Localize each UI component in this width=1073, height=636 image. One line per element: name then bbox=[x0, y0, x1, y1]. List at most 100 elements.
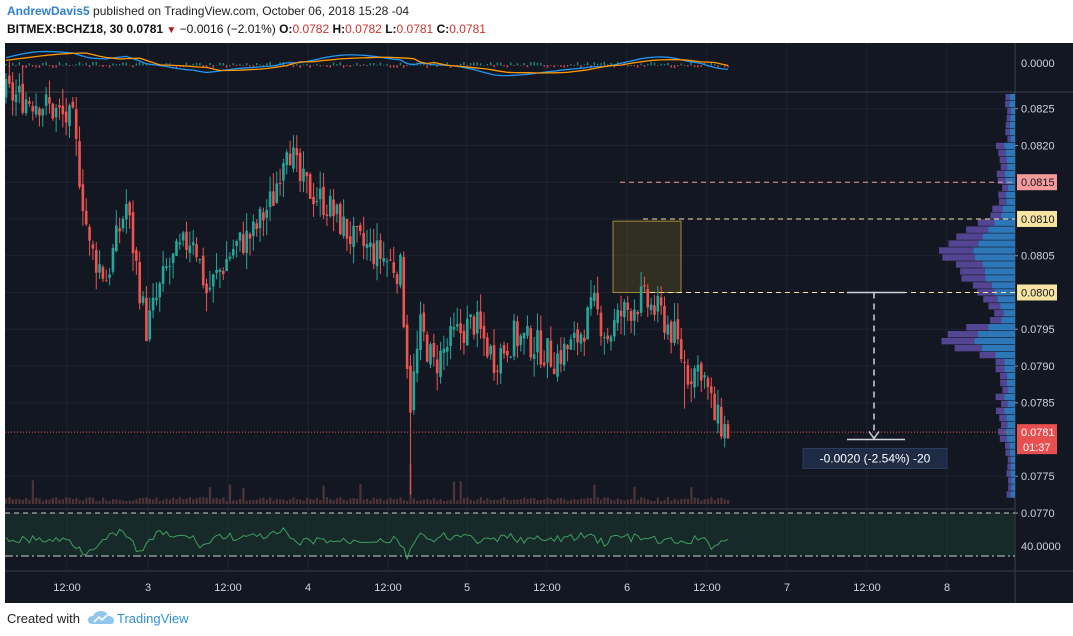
author-link[interactable]: AndrewDavis5 bbox=[7, 4, 90, 18]
candle-body bbox=[496, 370, 499, 372]
macd-histogram-bar bbox=[212, 65, 214, 68]
volume-bar bbox=[71, 499, 75, 504]
volume-bar bbox=[322, 485, 325, 504]
candle-body bbox=[235, 241, 238, 246]
candle-body bbox=[115, 225, 118, 252]
volume-bar bbox=[289, 499, 292, 504]
macd-histogram-bar bbox=[112, 63, 114, 66]
volume-bar bbox=[295, 499, 299, 504]
candle-body bbox=[499, 348, 503, 374]
volume-profile-bar-buy bbox=[1007, 163, 1015, 171]
countdown-label: 01:37 bbox=[1023, 442, 1051, 454]
macd-histogram-bar bbox=[128, 65, 131, 66]
volume-bar bbox=[392, 499, 395, 504]
volume-bar bbox=[566, 500, 569, 504]
volume-profile-bar-buy bbox=[1009, 121, 1015, 129]
volume-bar bbox=[666, 497, 670, 504]
candle-body bbox=[659, 297, 663, 306]
candle-body bbox=[318, 188, 322, 200]
candle-body bbox=[168, 266, 172, 268]
candle-body bbox=[486, 337, 489, 357]
macd-histogram-bar bbox=[352, 64, 355, 66]
volume-profile-bar-buy bbox=[1009, 449, 1015, 456]
macd-axis-label: 0.0000 bbox=[1021, 58, 1055, 70]
candle-body bbox=[599, 312, 603, 337]
candle-body bbox=[335, 204, 339, 214]
volume-bar bbox=[406, 500, 409, 504]
macd-histogram-bar bbox=[205, 65, 208, 68]
macd-histogram-bar bbox=[299, 65, 301, 68]
macd-histogram-bar bbox=[647, 63, 649, 66]
volume-bar bbox=[359, 484, 362, 504]
volume-profile-bar-sell bbox=[1005, 94, 1010, 101]
volume-bars bbox=[5, 464, 730, 504]
volume-profile-bar-buy bbox=[1004, 142, 1015, 150]
volume-bar bbox=[345, 500, 349, 504]
candle-body bbox=[11, 82, 14, 101]
candle-body bbox=[405, 324, 409, 369]
time-tick-label: 12:00 bbox=[853, 582, 881, 594]
candle-body bbox=[81, 184, 85, 211]
volume-bar bbox=[593, 484, 596, 504]
volume-bar bbox=[362, 499, 365, 504]
volume-bar bbox=[650, 500, 653, 504]
volume-profile-bar-buy bbox=[1009, 442, 1015, 449]
volume-bar bbox=[95, 500, 98, 504]
candle-body bbox=[58, 105, 61, 108]
macd-histogram-bar bbox=[349, 65, 351, 67]
volume-profile-bar-buy bbox=[1008, 386, 1015, 394]
volume-bar bbox=[549, 499, 553, 504]
macd-histogram-bar bbox=[105, 65, 107, 66]
candle-body bbox=[576, 329, 579, 343]
candle-body bbox=[151, 297, 155, 311]
volume-bar bbox=[138, 497, 141, 504]
macd-histogram-bar bbox=[586, 62, 589, 66]
candle-body bbox=[28, 101, 31, 104]
volume-profile-bar-buy bbox=[1006, 156, 1015, 164]
volume-profile-bar-sell bbox=[1006, 470, 1011, 477]
candle-body bbox=[94, 250, 98, 273]
macd-histogram-bar bbox=[296, 64, 298, 66]
candle-body bbox=[442, 348, 446, 353]
volume-bar bbox=[523, 497, 526, 504]
macd-histogram-bar bbox=[697, 65, 699, 68]
price-chart[interactable]: -0.0020 (-2.54%) -20 0.0825 0.0820 0.0815 0.… bbox=[5, 43, 1073, 603]
volume-profile-bar-buy bbox=[994, 219, 1015, 226]
candle-body bbox=[195, 244, 198, 258]
candle-body bbox=[41, 109, 45, 116]
volume-bar bbox=[676, 500, 680, 504]
volume-bar bbox=[610, 499, 613, 504]
volume-profile-bar-sell bbox=[961, 275, 986, 282]
time-tick-label: 3 bbox=[145, 582, 151, 594]
volume-profile-bar-sell bbox=[1002, 184, 1008, 191]
candle-body bbox=[315, 200, 319, 202]
volume-bar bbox=[312, 499, 315, 504]
volume-bar bbox=[302, 500, 305, 504]
tradingview-brand-link[interactable]: TradingView bbox=[117, 611, 189, 626]
volume-profile-bar-sell bbox=[954, 344, 982, 352]
macd-histogram-bar bbox=[192, 63, 194, 66]
macd-histogram-bar bbox=[476, 62, 479, 66]
candle-body bbox=[686, 365, 690, 385]
macd-histogram-bar bbox=[115, 64, 118, 66]
volume-bar bbox=[8, 497, 11, 504]
macd-histogram-bar bbox=[346, 65, 348, 67]
volume-bar bbox=[496, 499, 499, 504]
macd-histogram-bar bbox=[329, 65, 331, 68]
candle-body bbox=[218, 269, 222, 273]
volume-bar bbox=[366, 498, 369, 504]
volume-bar bbox=[28, 499, 31, 504]
macd-histogram-bar bbox=[510, 62, 512, 66]
level-price-tag bbox=[1017, 210, 1057, 227]
volume-bar bbox=[85, 498, 88, 504]
volume-profile-bar-sell bbox=[977, 219, 995, 226]
candle-body bbox=[278, 182, 282, 184]
volume-bar bbox=[599, 499, 603, 504]
macd-histogram-bar bbox=[8, 65, 11, 67]
volume-profile-bar-buy bbox=[1004, 358, 1015, 366]
macd-histogram-bar bbox=[570, 63, 572, 66]
volume-profile-bar-buy bbox=[1011, 484, 1015, 491]
volume-bar bbox=[372, 497, 375, 504]
volume-bar bbox=[673, 498, 676, 504]
volume-bar bbox=[352, 498, 355, 504]
